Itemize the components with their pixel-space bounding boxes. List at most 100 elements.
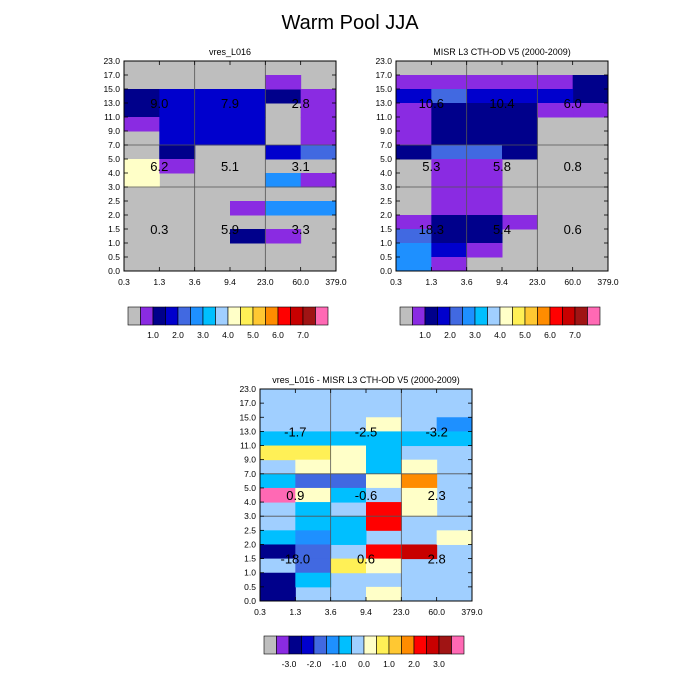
colorbar-label: 3.0 [469, 330, 481, 340]
panel-title: MISR L3 CTH-OD V5 (2000-2009) [433, 47, 571, 57]
y-tick-label: 1.0 [244, 568, 256, 578]
box-value-label: 0.6 [564, 222, 582, 237]
colorbar-swatch [263, 635, 277, 655]
colorbar-swatch [449, 306, 463, 326]
box-value-label: 3.1 [292, 159, 310, 174]
y-tick-label: 5.0 [108, 154, 120, 164]
y-tick-label: 13.0 [103, 98, 120, 108]
heatmap-cell [366, 586, 402, 602]
colorbar-label: 1.0 [383, 659, 395, 669]
heatmap-cell [265, 173, 302, 188]
heatmap-cell [265, 201, 337, 216]
heatmap-cell [572, 75, 609, 104]
heatmap-cell [366, 445, 402, 475]
box-value-label: -2.5 [355, 424, 377, 439]
colorbar-swatch [587, 306, 601, 326]
y-tick-label: 4.0 [380, 168, 392, 178]
colorbar-swatch [152, 306, 166, 326]
y-tick-label: 3.0 [244, 511, 256, 521]
colorbar-swatch [252, 306, 266, 326]
page-title: Warm Pool JJA [281, 12, 419, 34]
heatmap-cell [295, 473, 332, 489]
heatmap-cell [366, 516, 402, 531]
colorbar-swatch [127, 306, 141, 326]
heatmap-cell [260, 530, 296, 545]
colorbar-label: 1.0 [147, 330, 159, 340]
colorbar-swatch [574, 306, 588, 326]
y-tick-label: 5.0 [244, 483, 256, 493]
y-tick-label: 15.0 [375, 84, 392, 94]
heatmap-cell [159, 159, 196, 174]
y-tick-label: 4.0 [108, 168, 120, 178]
heatmap-cell [537, 75, 574, 90]
heatmap-cell [295, 459, 332, 475]
colorbar-swatch [265, 306, 279, 326]
heatmap-cell [436, 530, 473, 545]
y-tick-label: 3.0 [108, 182, 120, 192]
heatmap-cell [194, 117, 231, 146]
heatmap-cell [431, 145, 468, 160]
y-tick-label: 0.5 [108, 252, 120, 262]
x-tick-label: 9.4 [496, 277, 508, 287]
y-tick-label: 1.5 [380, 224, 392, 234]
box-value-label: 2.8 [428, 552, 446, 567]
x-tick-label: 23.0 [393, 607, 410, 617]
y-tick-label: 1.0 [380, 238, 392, 248]
box-value-label: 18.3 [419, 222, 444, 237]
colorbar-swatch [388, 635, 402, 655]
y-tick-label: 13.0 [239, 426, 256, 436]
x-tick-label: 9.4 [360, 607, 372, 617]
y-tick-label: 2.0 [108, 210, 120, 220]
heatmap-cell [537, 89, 574, 104]
y-tick-label: 2.0 [380, 210, 392, 220]
colorbar-swatch [290, 306, 304, 326]
heatmap-cell [260, 431, 296, 447]
heatmap-cell [295, 572, 332, 588]
x-tick-label: 0.3 [390, 277, 402, 287]
colorbar-swatch [227, 306, 241, 326]
y-tick-label: 7.0 [108, 140, 120, 150]
heatmap-cell [466, 89, 538, 104]
colorbar-swatch [474, 306, 488, 326]
heatmap-cell [572, 103, 609, 118]
heatmap-cell [502, 145, 538, 160]
y-tick-label: 11.0 [104, 112, 120, 122]
colorbar-swatch [399, 306, 413, 326]
colorbar-swatch [302, 306, 316, 326]
heatmap-cell [265, 89, 302, 104]
box-value-label: 0.8 [564, 159, 582, 174]
heatmap-cell [366, 417, 402, 432]
x-tick-label: 60.0 [564, 277, 581, 287]
heatmap-cell [366, 558, 402, 574]
heatmap-cell [260, 558, 296, 574]
heatmap-cell [330, 487, 367, 503]
colorbar-label: 7.0 [297, 330, 309, 340]
y-tick-label: 2.5 [244, 525, 256, 535]
y-tick-label: 9.0 [244, 455, 256, 465]
panel-title: vres_L016 [209, 47, 251, 57]
heatmap-cell [436, 431, 473, 447]
x-tick-label: 3.6 [461, 277, 473, 287]
heatmap-cell [330, 445, 367, 475]
heatmap-cell [401, 544, 438, 560]
colorbar-swatch [487, 306, 501, 326]
box-value-label: 0.3 [150, 222, 168, 237]
x-tick-label: 3.6 [325, 607, 337, 617]
colorbar-label: 7.0 [569, 330, 581, 340]
colorbar-swatch [313, 635, 327, 655]
colorbar-label: 1.0 [419, 330, 431, 340]
box-value-label: 10.6 [419, 96, 444, 111]
box-value-label: 10.4 [489, 96, 514, 111]
heatmap-cell [401, 473, 438, 489]
box-value-label: 0.9 [286, 488, 304, 503]
box-value-label: 2.3 [428, 488, 446, 503]
y-tick-label: 17.0 [239, 398, 256, 408]
colorbar-swatch [351, 635, 365, 655]
colorbar-swatch [413, 635, 427, 655]
heatmap-cell [396, 89, 432, 104]
heatmap-cell [159, 145, 196, 160]
heatmap-cell [366, 431, 402, 447]
heatmap-cell [330, 530, 367, 545]
heatmap-cell [124, 89, 160, 118]
y-tick-label: 0.0 [380, 266, 392, 276]
